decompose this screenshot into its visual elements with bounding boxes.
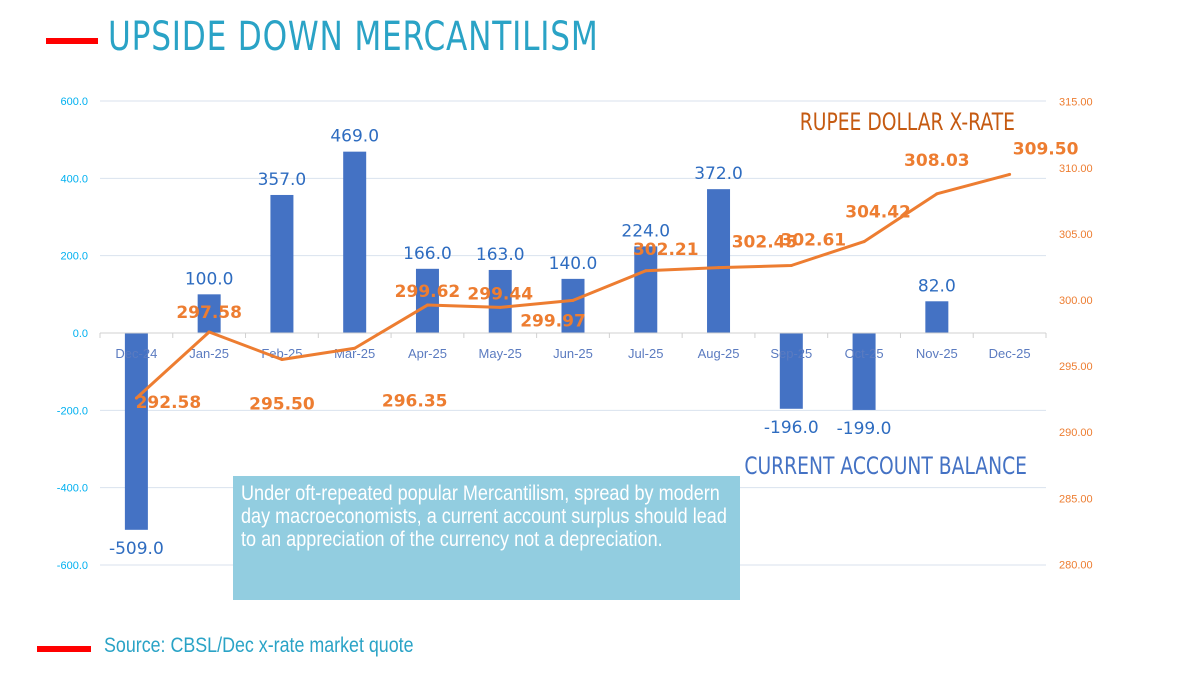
- bar-data-label: 469.0: [330, 127, 379, 147]
- right-axis-tick: 310.00: [1059, 163, 1093, 175]
- bar: [415, 268, 439, 333]
- line-data-label: 292.58: [136, 393, 202, 413]
- right-axis-tick: 295.00: [1059, 361, 1093, 373]
- left-axis-tick: 200.0: [60, 251, 88, 263]
- left-axis-tick: 0.0: [73, 328, 88, 340]
- bar-data-label: -199.0: [837, 419, 892, 439]
- category-label: Sep-25: [770, 346, 812, 361]
- bar-data-label: 224.0: [621, 221, 670, 241]
- note-text: Under oft-repeated popular Mercantilism,…: [241, 482, 727, 551]
- exchange-rate-point: [1008, 172, 1012, 176]
- exchange-rate-point: [789, 263, 793, 267]
- category-label: Nov-25: [916, 346, 958, 361]
- source-text: Source: CBSL/Dec x-rate market quote: [104, 634, 414, 657]
- bar: [124, 333, 148, 530]
- series-title-current-account: CURRENT ACCOUNT BALANCE: [744, 453, 1027, 481]
- bar: [270, 194, 294, 333]
- line-data-label: 299.44: [467, 284, 533, 304]
- bar-data-label: 82.0: [918, 276, 956, 296]
- bar: [197, 294, 221, 333]
- bar: [707, 189, 731, 333]
- left-axis-tick: -400.0: [57, 483, 88, 495]
- category-label: Jul-25: [628, 346, 663, 361]
- category-label: Aug-25: [698, 346, 740, 361]
- line-data-label: 297.58: [176, 303, 242, 323]
- exchange-rate-point: [353, 346, 357, 350]
- bar-data-label: 100.0: [185, 269, 234, 289]
- category-label: Dec-24: [115, 346, 157, 361]
- page-title: UPSIDE DOWN MERCANTILISM: [108, 14, 599, 60]
- line-data-label: 296.35: [382, 391, 448, 411]
- bar-data-label: 166.0: [403, 244, 452, 264]
- bar: [634, 246, 658, 333]
- exchange-rate-point: [280, 357, 284, 361]
- right-axis-tick: 285.00: [1059, 493, 1093, 505]
- exchange-rate-point: [571, 298, 575, 302]
- bar: [561, 278, 585, 333]
- title-accent-bar: [46, 38, 98, 44]
- right-axis-tick: 290.00: [1059, 427, 1093, 439]
- bar-data-label: 372.0: [694, 164, 743, 184]
- exchange-rate-point: [498, 305, 502, 309]
- exchange-rate-point: [717, 266, 721, 270]
- left-axis-tick: 400.0: [60, 173, 88, 185]
- bar-data-label: -509.0: [109, 539, 164, 559]
- right-axis-tick: 300.00: [1059, 295, 1093, 307]
- exchange-rate-point: [207, 330, 211, 334]
- line-data-label: 299.62: [395, 282, 461, 302]
- series-title-exchange-rate: RUPEE DOLLAR X-RATE: [800, 109, 1015, 137]
- bar-data-label: 163.0: [476, 245, 525, 265]
- right-axis-tick: 315.00: [1059, 97, 1093, 109]
- right-axis-tick: 280.00: [1059, 559, 1093, 571]
- line-data-label: 308.03: [904, 151, 970, 171]
- line-data-label: 295.50: [249, 394, 315, 414]
- category-label: Jun-25: [553, 346, 593, 361]
- exchange-rate-point: [935, 192, 939, 196]
- line-data-label: 304.42: [845, 203, 911, 223]
- bar: [925, 301, 949, 333]
- left-axis-tick: -600.0: [57, 560, 88, 572]
- line-data-label: 309.50: [1013, 139, 1079, 159]
- line-data-label: 302.21: [633, 240, 699, 260]
- bar: [779, 333, 803, 409]
- bar: [852, 333, 876, 410]
- exchange-rate-point: [425, 303, 429, 307]
- category-label: Oct-25: [845, 346, 884, 361]
- line-data-label: 299.97: [520, 311, 586, 331]
- category-label: Dec-25: [989, 346, 1031, 361]
- exchange-rate-point: [862, 240, 866, 244]
- category-label: Jan-25: [189, 346, 229, 361]
- bar-data-label: 357.0: [258, 170, 307, 190]
- exchange-rate-point: [644, 269, 648, 273]
- left-axis-tick: 600.0: [60, 96, 88, 108]
- category-label: May-25: [479, 346, 522, 361]
- exchange-rate-point: [134, 396, 138, 400]
- note-box: Under oft-repeated popular Mercantilism,…: [233, 476, 740, 600]
- left-axis-tick: -200.0: [57, 405, 88, 417]
- line-data-label: 302.45: [732, 233, 798, 253]
- source-accent-bar: [37, 646, 91, 652]
- right-axis-tick: 305.00: [1059, 229, 1093, 241]
- line-data-label: 302.61: [781, 230, 847, 250]
- category-label: Apr-25: [408, 346, 447, 361]
- bar-data-label: 140.0: [549, 254, 598, 274]
- bar-data-label: -196.0: [764, 418, 819, 438]
- bar: [343, 151, 367, 333]
- bar: [488, 269, 512, 333]
